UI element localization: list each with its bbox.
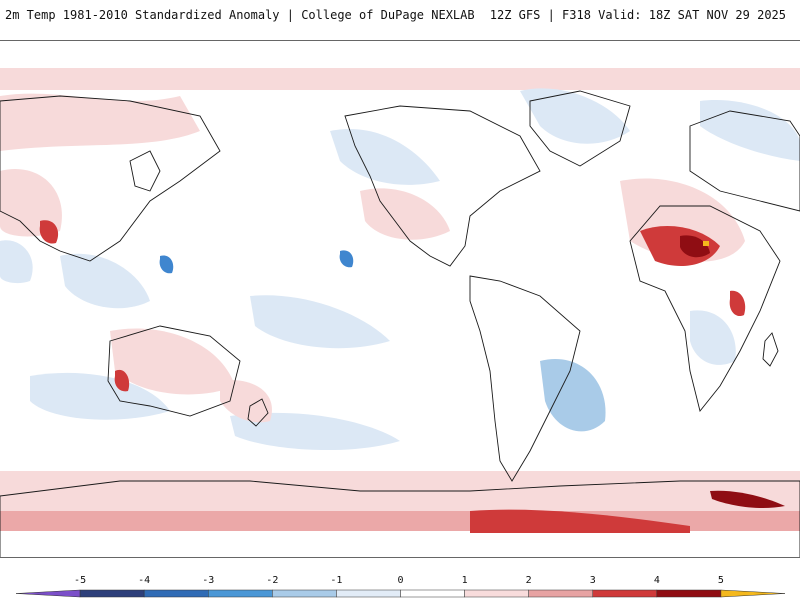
new-zealand-outline [247, 398, 269, 427]
colorbar-tick-label: 2 [525, 575, 532, 586]
anomaly-map[interactable] [0, 40, 800, 558]
arctic-warm-band [0, 68, 800, 90]
south-atlantic-cool [540, 359, 606, 432]
south-pacific-cool [230, 412, 400, 451]
colorbar-tick-label: -1 [330, 575, 343, 586]
map-title: 2m Temp 1981-2010 Standardized Anomaly |… [5, 8, 475, 22]
north-india-hot [39, 220, 59, 244]
india-warm [0, 169, 62, 237]
colorbar-tick-label: 5 [717, 575, 724, 586]
colorbar-segment [528, 589, 594, 598]
africa-outline [629, 205, 781, 412]
pacific-cool [250, 295, 390, 349]
arabian-cool [0, 240, 33, 284]
southern-africa-cool [690, 310, 736, 365]
indonesia-cool [60, 253, 150, 309]
colorbar-tick-label: -5 [74, 575, 87, 586]
colorbar-tick-label: 4 [653, 575, 660, 586]
header-bar: 2m Temp 1981-2010 Standardized Anomaly |… [0, 0, 800, 30]
canada-cool [330, 129, 440, 185]
japan-outline [129, 150, 161, 192]
colorbar-segment [15, 589, 81, 598]
sahel-peak [703, 241, 709, 246]
colorbar-segment [208, 589, 273, 598]
colorbar-tick-label: -4 [138, 575, 151, 586]
colorbar-segment [464, 589, 529, 598]
sahel-extreme [680, 235, 710, 258]
colorbar-tick-label: 3 [589, 575, 596, 586]
colorbar-segment [656, 589, 722, 598]
colorbar-segment [79, 589, 145, 598]
colorbar-tick-label: 1 [461, 575, 468, 586]
map-canvas [0, 41, 800, 557]
south-america-outline [469, 275, 581, 482]
east-africa-hot [729, 290, 746, 317]
greenland-cool [520, 88, 630, 144]
europe-outline [689, 110, 800, 212]
anomaly-fills-strong [39, 220, 785, 533]
madagascar-outline [762, 332, 779, 367]
run-info: 12Z GFS | F318 Valid: 18Z SAT NOV 29 202… [489, 8, 786, 22]
asia-outline [0, 95, 221, 262]
antarctica-outline [0, 480, 800, 557]
colorbar-segment [272, 589, 337, 598]
west-australia-hot [114, 369, 130, 392]
colorbar-segment [400, 589, 465, 598]
colorbar-segment [592, 589, 658, 598]
coastlines [0, 90, 800, 557]
colorbar-segment [336, 589, 401, 598]
australia-outline [107, 325, 241, 417]
philippines-cold [159, 255, 174, 274]
colorbar-segment [720, 589, 786, 598]
colorbar-segment [143, 589, 209, 598]
indian-ocean-cool [30, 372, 170, 420]
colorbar-tick-label: -2 [266, 575, 279, 586]
antarctic-hot [470, 509, 690, 533]
siberia-warm [0, 93, 200, 151]
us-west-warm [360, 188, 450, 240]
weddell-extreme [710, 490, 785, 509]
colorbar-tick-label: -3 [202, 575, 215, 586]
greenland-outline [529, 90, 631, 167]
colorbar-graphic [15, 589, 786, 598]
colorbar-tick-label: 0 [397, 575, 404, 586]
australia-warm [110, 328, 235, 395]
scandinavia-cool [700, 100, 800, 161]
colorbar: -5 -4 -3 -2 -1 0 1 2 3 4 5 [0, 560, 800, 600]
north-america-outline [344, 105, 541, 267]
hawaii-cold [339, 250, 354, 268]
